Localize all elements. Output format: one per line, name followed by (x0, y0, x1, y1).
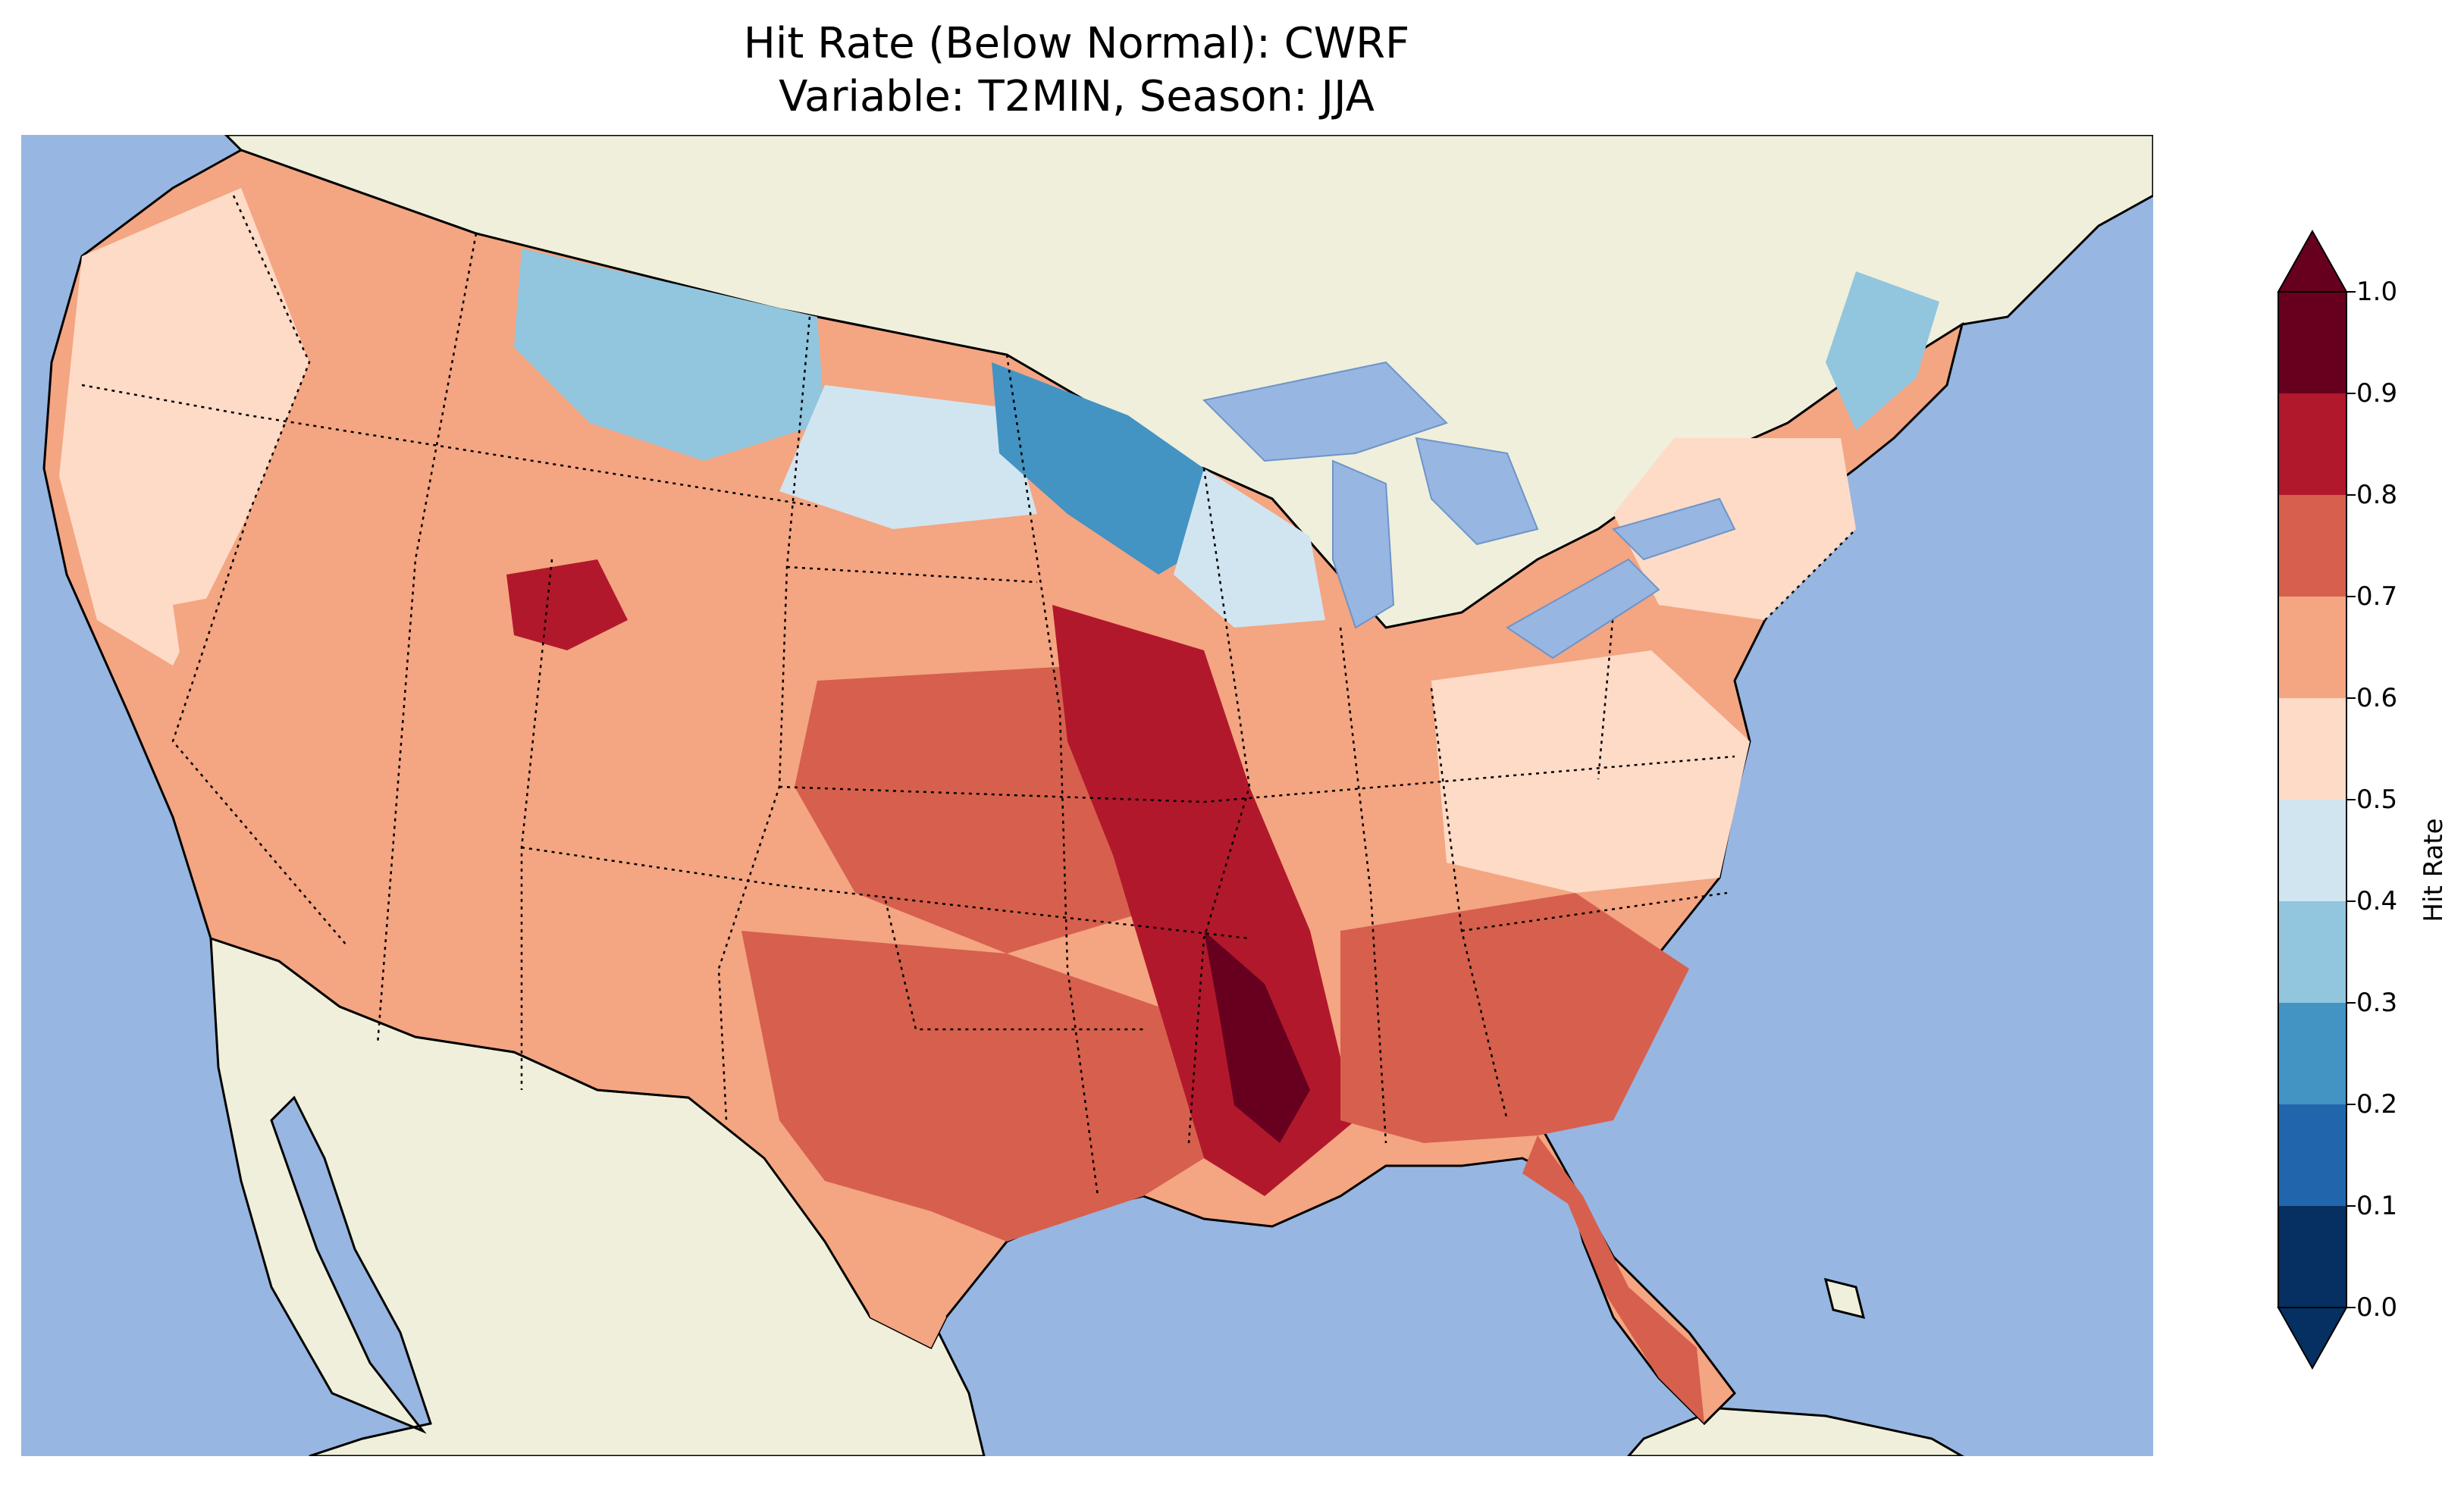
region-maine (1826, 271, 1939, 431)
map-canvas (21, 135, 2153, 1456)
colorbar-tick-label: 0.1 (2356, 1191, 2398, 1221)
region-texas (741, 931, 1204, 1242)
colorbar-segment (2278, 901, 2346, 1003)
colorbar-segment (2278, 292, 2346, 393)
colorbar-extend-max (2277, 229, 2348, 293)
map-subtitle: Variable: T2MIN, Season: JJA (779, 72, 1375, 121)
colorbar-segment (2278, 1104, 2346, 1206)
region-pacific-northwest (59, 188, 309, 666)
map-title: Hit Rate (Below Normal): CWRF (743, 19, 1410, 68)
colorbar-segment (2278, 597, 2346, 698)
region-mississippi-core (1204, 931, 1310, 1143)
colorbar-extend-min (2277, 1307, 2348, 1370)
region-dakotas (779, 385, 1037, 529)
colorbar-segment (2278, 800, 2346, 901)
colorbar-segment (2278, 1206, 2346, 1308)
colorbar (2277, 229, 2356, 1370)
region-wyoming-hot (506, 559, 628, 650)
colorbar-tick-label: 0.0 (2356, 1292, 2398, 1323)
colorbar-segment (2278, 1003, 2346, 1104)
colorbar-tick-label: 1.0 (2356, 277, 2398, 307)
map-panel (21, 135, 2153, 1456)
region-ohio-valley (1431, 650, 1750, 893)
colorbar-tick-label: 0.6 (2356, 683, 2398, 713)
region-wisconsin (1174, 468, 1325, 628)
region-great-basin (173, 559, 597, 931)
colorbar-label: Hit Rate (2419, 818, 2449, 922)
colorbar-segment (2278, 495, 2346, 597)
great-lakes (1202, 361, 1736, 659)
region-southeast (1340, 893, 1689, 1143)
colorbar-tick-label: 0.9 (2356, 378, 2398, 409)
colorbar-tick-label: 0.3 (2356, 988, 2398, 1018)
state-borders (81, 195, 1857, 1197)
bahamas-land (1823, 1277, 1866, 1320)
region-montana-north (514, 249, 825, 461)
colorbar-tick-label: 0.5 (2356, 785, 2398, 815)
colorbar-tick-label: 0.8 (2356, 480, 2398, 510)
colorbar-segment (2278, 393, 2346, 495)
region-florida (1522, 1135, 1704, 1424)
region-south-texas (825, 1181, 946, 1348)
colorbar-tick-label: 0.2 (2356, 1089, 2398, 1120)
colorbar-tick-label: 0.4 (2356, 886, 2398, 916)
colorbar-tick-label: 0.7 (2356, 581, 2398, 612)
region-minnesota (992, 362, 1234, 575)
colorbar-segment (2278, 698, 2346, 800)
